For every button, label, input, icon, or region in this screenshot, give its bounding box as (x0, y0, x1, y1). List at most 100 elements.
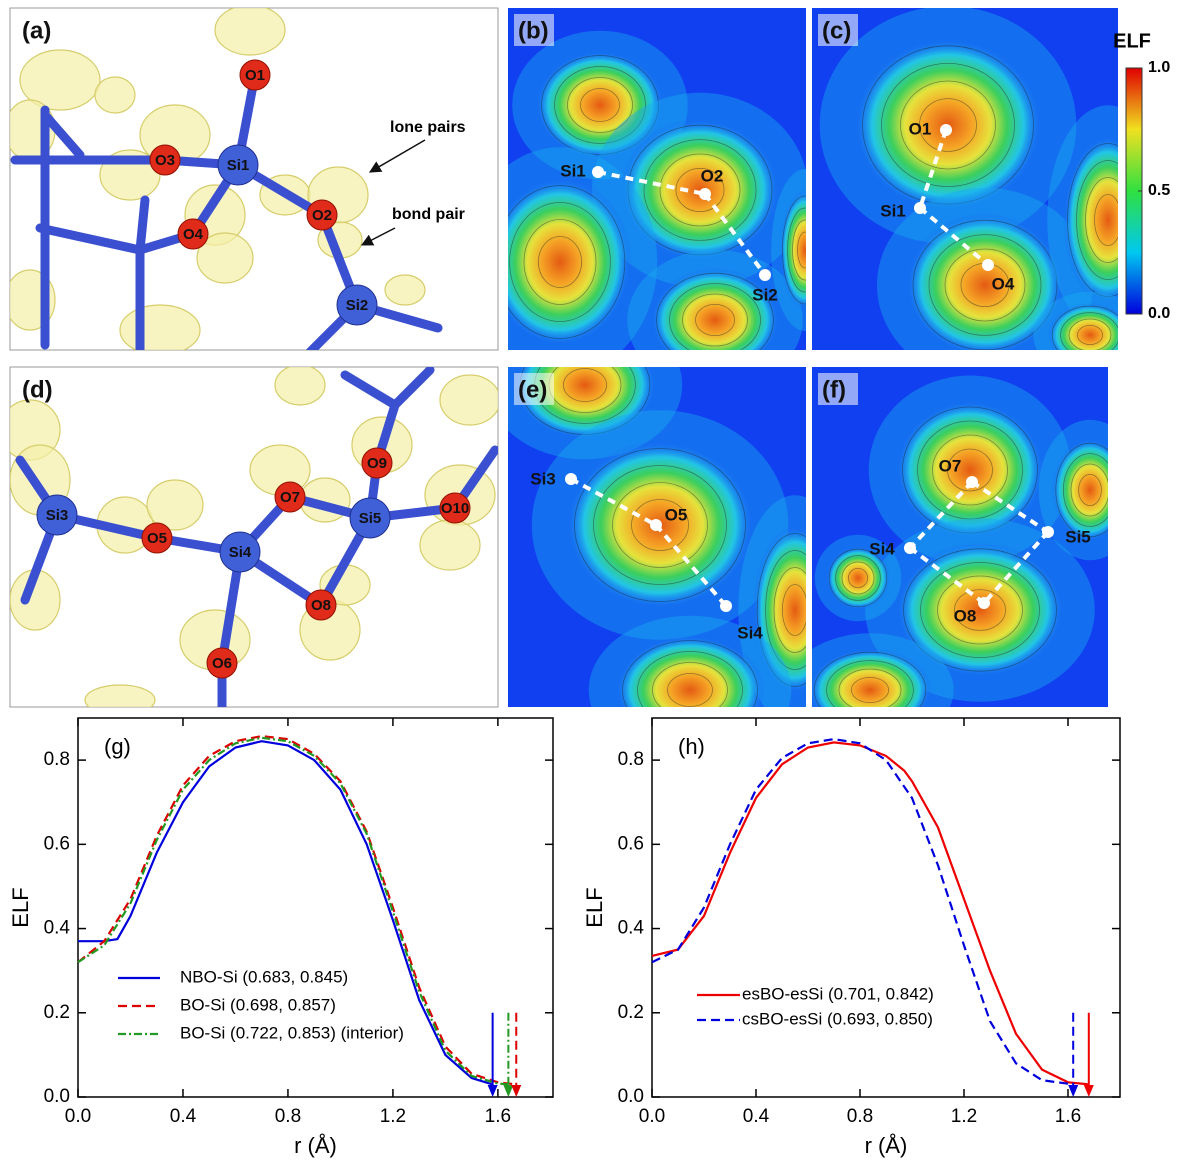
panel-label: (b) (518, 17, 549, 44)
contour-line (1051, 305, 1118, 350)
elf-basin (753, 525, 806, 695)
x-tick-label: 0.0 (639, 1106, 665, 1127)
lone-pair-isosurface (439, 374, 498, 426)
lone-pair-isosurface (384, 274, 426, 306)
contour-line (881, 63, 1015, 187)
lone-pair-isosurface (274, 367, 326, 406)
series-line (77, 734, 517, 1086)
contour-line (1055, 442, 1108, 538)
contour-line (1070, 463, 1108, 517)
elf-map (508, 30, 806, 350)
atom-site (914, 202, 926, 214)
elf-basin (895, 542, 1065, 678)
contour-line (652, 662, 728, 707)
atom-label: Si3 (530, 469, 556, 488)
y-tick-label: 0.4 (44, 918, 71, 939)
contour-line (828, 548, 888, 608)
r-cutoff-arrowhead (487, 1085, 498, 1097)
bond-path (703, 192, 767, 277)
atom (439, 492, 471, 524)
elf-basin (1052, 438, 1108, 542)
elf-basin (780, 190, 806, 310)
contour-line (848, 568, 869, 589)
atom-label: O5 (147, 530, 167, 547)
series-line (78, 740, 493, 1086)
contour-line (765, 550, 806, 670)
atom-label: O3 (155, 152, 175, 169)
contour-line (675, 167, 725, 212)
panel-label: (a) (22, 17, 51, 44)
bond-path (908, 546, 986, 605)
y-tick-label: 0.0 (44, 1086, 70, 1107)
atom-label: Si2 (346, 297, 369, 314)
panel-label: (c) (822, 17, 851, 44)
contour-line (574, 448, 746, 602)
contour-line (782, 584, 806, 636)
atom-label: O8 (954, 606, 977, 625)
panel-label: (g) (104, 734, 131, 759)
contour-line (580, 88, 620, 122)
contour-line (792, 219, 806, 281)
contour-line (643, 139, 757, 241)
atom-label: O4 (992, 274, 1015, 293)
bond-path (908, 480, 974, 550)
contour-line (508, 185, 626, 339)
bond-path (982, 530, 1050, 605)
elf-map (812, 375, 1108, 707)
contour-line (912, 219, 1058, 350)
contour-line (523, 219, 597, 305)
y-axis-label: ELF (582, 887, 607, 927)
contour-line (1078, 473, 1102, 506)
annotation: bond pair (392, 206, 465, 223)
contour-line (1060, 312, 1118, 350)
atom-label: O1 (245, 67, 265, 84)
atom-label: Si5 (359, 510, 382, 527)
atom-label: O5 (665, 505, 688, 524)
panel-label-bg (514, 14, 554, 46)
atom (219, 531, 261, 573)
bond (390, 367, 435, 410)
contour-line (1094, 194, 1118, 246)
atom (349, 497, 391, 539)
contour-line (554, 66, 646, 144)
atom-site (1042, 526, 1054, 538)
annotation: lone pairs (390, 119, 466, 136)
lone-pair-isosurface (119, 304, 201, 350)
lone-pair-isosurface (214, 8, 286, 56)
atom-label: Si1 (880, 201, 906, 220)
contour-line (627, 124, 773, 256)
contour-line (567, 77, 633, 133)
elf-basin (1063, 135, 1118, 305)
atom-site (565, 473, 577, 485)
contour-line (1077, 324, 1104, 345)
legend-label: NBO-Si (0.683, 0.845) (180, 967, 348, 986)
annotation-arrow (360, 227, 396, 246)
colorbar-title: ELF (1113, 30, 1151, 52)
contour-line (835, 555, 881, 601)
atom (361, 447, 393, 479)
elf-map (819, 8, 1118, 350)
y-tick-label: 0.6 (618, 833, 644, 854)
legend-label: esBO-esSi (0.701, 0.842) (742, 984, 934, 1003)
contour-line (669, 283, 761, 350)
panel-label: (d) (22, 376, 53, 403)
panel-label: (e) (518, 376, 547, 403)
elf-basin (535, 50, 665, 160)
legend-label: BO-Si (0.698, 0.857) (180, 995, 336, 1014)
panel-label-bg (818, 373, 858, 405)
atom-label: O7 (280, 489, 300, 506)
contour-line (851, 677, 890, 704)
contour-line (682, 293, 748, 347)
atom-label: O10 (441, 500, 469, 517)
atom (149, 144, 181, 176)
x-tick-label: 1.6 (1055, 1106, 1081, 1127)
atom-site (592, 166, 604, 178)
atom-label: O4 (183, 226, 204, 243)
contour-line (919, 98, 977, 152)
r-cutoff-arrowhead (503, 1085, 514, 1097)
series-line (77, 736, 509, 1086)
series-line (651, 741, 1089, 1086)
contour-line (862, 45, 1034, 205)
contour-line (902, 406, 1038, 534)
